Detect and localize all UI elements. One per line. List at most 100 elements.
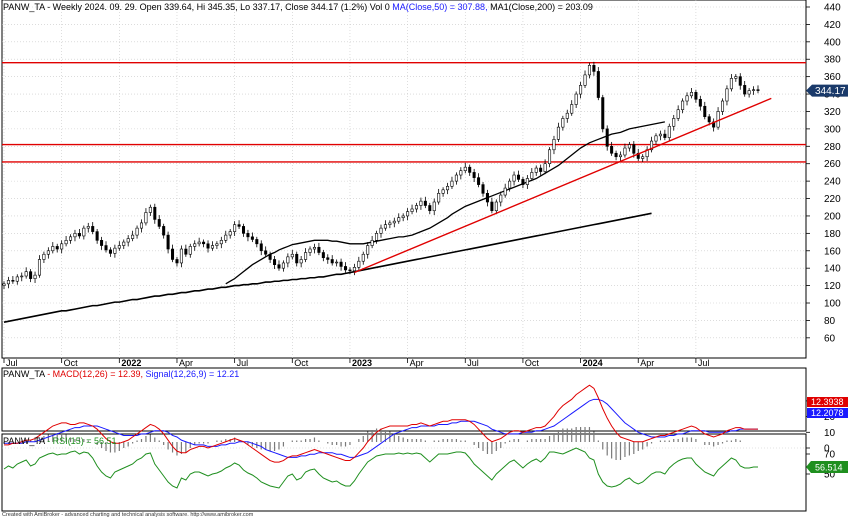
- candle-body: [738, 76, 742, 86]
- candle-body: [477, 177, 481, 185]
- candle-body: [308, 248, 312, 253]
- time-tick-label: Apr: [410, 358, 424, 368]
- price-tick-label: 220: [824, 194, 841, 205]
- candle-body: [379, 227, 383, 234]
- close-price-badge: [806, 84, 848, 97]
- candle-body: [15, 276, 19, 282]
- candle-body: [752, 89, 756, 91]
- rsi-tick-label: 50: [824, 470, 836, 481]
- candle-body: [69, 236, 73, 241]
- price-panel-frame: [1, 0, 807, 359]
- ma200-line: [3, 212, 652, 323]
- candle-body: [601, 97, 605, 130]
- candle-body: [627, 144, 631, 149]
- candle-body: [60, 243, 64, 250]
- price-tick-label: 180: [824, 229, 841, 240]
- macd-panel-frame: [1, 367, 807, 432]
- candle-body: [193, 243, 197, 247]
- candle-body: [450, 180, 454, 187]
- candle-body: [20, 275, 24, 278]
- candle-body: [397, 217, 401, 222]
- price-tick-label: 360: [824, 72, 841, 83]
- candle-body: [508, 180, 512, 189]
- candle-body: [446, 186, 450, 191]
- rsi-tick-label: 70: [824, 450, 836, 461]
- candle-body: [375, 233, 379, 241]
- macd-label: - MACD(12,26) = 12.39,: [44, 369, 143, 379]
- candle-body: [437, 193, 441, 203]
- candle-body: [401, 215, 405, 218]
- price-tick-label: 140: [824, 264, 841, 275]
- price-tick-label: 160: [824, 246, 841, 257]
- price-tick-label: 200: [824, 211, 841, 222]
- candle-body: [91, 226, 95, 232]
- candle-body: [312, 246, 316, 250]
- candle-body: [734, 76, 738, 79]
- candle-body: [499, 194, 503, 203]
- candle-body: [51, 246, 55, 252]
- candle-body: [423, 200, 427, 206]
- candle-body: [490, 201, 494, 212]
- candle-body: [654, 135, 658, 142]
- candle-body: [55, 246, 59, 250]
- close-price-badge-label: 344.17: [815, 86, 846, 97]
- candle-body: [459, 170, 463, 176]
- time-tick-label: Jul: [467, 358, 479, 368]
- candle-body: [139, 222, 144, 229]
- candle-body: [24, 271, 28, 277]
- candle-body: [246, 233, 250, 238]
- candle-body: [472, 172, 476, 178]
- candle-body: [525, 178, 529, 185]
- candle-body: [410, 208, 414, 212]
- candle-body: [82, 227, 86, 237]
- candle-body: [406, 211, 410, 217]
- candle-body: [273, 259, 277, 265]
- candle-body: [206, 243, 210, 249]
- candle-body: [326, 257, 330, 260]
- price-tick-label: 420: [824, 20, 841, 31]
- time-tick-label: Jul: [6, 358, 18, 368]
- candle-body: [210, 245, 214, 249]
- candle-body: [503, 187, 507, 196]
- candle-body: [676, 109, 680, 119]
- candle-body: [166, 234, 170, 250]
- candle-body: [348, 269, 352, 272]
- signal-value-badge-label: 12.2078: [811, 408, 844, 418]
- candle-body: [122, 241, 126, 246]
- candle-body: [77, 233, 81, 237]
- candle-body: [366, 245, 370, 255]
- candle-body: [197, 241, 201, 245]
- rsi-header: PANW_TA - RSI(15) = 56.51: [3, 436, 116, 446]
- time-tick-label: Apr: [640, 358, 654, 368]
- candle-body: [370, 240, 374, 246]
- candle-body: [574, 93, 578, 105]
- candle-body: [286, 256, 290, 264]
- candle-body: [157, 219, 161, 227]
- rsi-line: [3, 447, 758, 489]
- candle-body: [468, 166, 472, 173]
- candle-body: [153, 206, 157, 220]
- footer-credit: Created with AmiBroker - advanced charti…: [2, 512, 254, 518]
- candle-body: [184, 248, 188, 255]
- candle-body: [689, 92, 693, 97]
- candle-body: [667, 125, 671, 138]
- candle-body: [756, 89, 760, 91]
- candle-body: [330, 259, 334, 264]
- price-tick-label: 260: [824, 159, 841, 170]
- candle-body: [46, 250, 50, 255]
- time-tick-label: Oct: [525, 358, 540, 368]
- candle-body: [614, 152, 618, 158]
- candle-body: [534, 167, 538, 173]
- macd-tick-label: 10: [824, 428, 836, 439]
- trend-line: [354, 97, 772, 274]
- candle-body: [516, 174, 521, 180]
- price-tick-label: 280: [824, 142, 841, 153]
- candle-body: [747, 90, 751, 95]
- price-tick-label: 120: [824, 281, 841, 292]
- price-tick-label: 80: [824, 316, 836, 327]
- candle-body: [587, 65, 591, 76]
- time-tick-label: 2022: [121, 358, 141, 368]
- price-tick-label: 240: [824, 177, 841, 188]
- candle-body: [224, 234, 228, 241]
- time-tick-label: 2024: [583, 358, 603, 368]
